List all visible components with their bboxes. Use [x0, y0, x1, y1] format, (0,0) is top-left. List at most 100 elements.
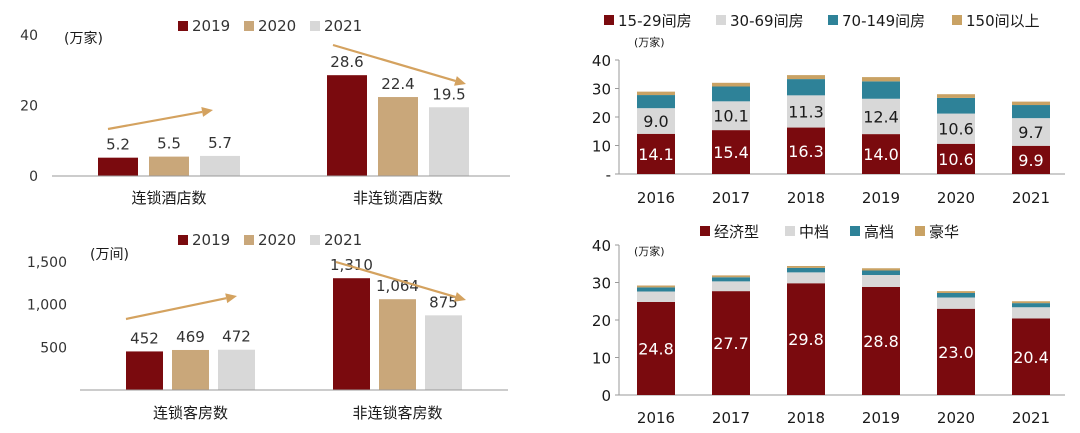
x-tick-label: 2020: [937, 409, 975, 427]
trend-arrow-head: [201, 107, 213, 117]
legend-swatch: [850, 226, 860, 236]
stack-segment: [712, 130, 750, 174]
data-label: 11.3: [788, 102, 824, 121]
stack-segment: [787, 272, 825, 284]
data-label: 15.4: [713, 143, 749, 162]
stack-segment: [862, 134, 900, 174]
stack-segment: [1012, 101, 1050, 106]
unit-label: (万家): [64, 30, 103, 47]
legend-label: 150间以上: [966, 12, 1040, 30]
x-tick-label: 2020: [937, 189, 975, 207]
x-tick-label: 2017: [712, 189, 750, 207]
stack-segment: [937, 291, 975, 293]
legend-label: 70-149间房: [842, 12, 925, 30]
chart-rooms: (万间) 500 1,000 1,500 2019 2020 2021 452 469 472 连锁…: [27, 231, 508, 422]
data-label: 27.7: [713, 334, 749, 353]
legend-label: 2021: [324, 231, 362, 249]
legend-label: 2019: [192, 231, 230, 249]
trend-arrow-shaft: [332, 43, 456, 82]
bar: [378, 97, 418, 176]
data-label: 28.8: [863, 332, 899, 351]
legend-swatch: [700, 226, 710, 236]
legend-swatch: [716, 15, 726, 25]
y-tick-label: -: [606, 166, 611, 184]
stack-segment: [937, 297, 975, 309]
legend-label: 高档: [864, 223, 894, 241]
x-tick-label: 2019: [862, 189, 900, 207]
legend-swatch: [178, 235, 188, 245]
data-label: 14.0: [863, 145, 899, 164]
trend-arrow: [107, 107, 213, 131]
bar: [379, 299, 416, 390]
chart-by_grade: 0 10 20 30 40 (万家) 经济型 中档 高档 豪华 24.8 2016 27.7 2017 29…: [592, 223, 1065, 427]
y-tick-label: 30: [592, 81, 611, 99]
unit-label: (万家): [634, 35, 665, 49]
data-label: 22.4: [381, 75, 414, 93]
legend-swatch: [244, 21, 254, 31]
data-label: 9.9: [1018, 151, 1043, 170]
stack-segment: [637, 108, 675, 134]
trend-arrow-head: [454, 292, 466, 302]
data-label: 28.6: [330, 53, 363, 71]
bar: [327, 75, 367, 176]
stack-segment: [787, 267, 825, 273]
y-tick-label: 10: [592, 350, 611, 368]
trend-arrow-head: [454, 76, 466, 86]
unit-label: (万家): [634, 244, 665, 258]
legend-swatch: [310, 21, 320, 31]
stack-segment: [1012, 118, 1050, 146]
stack-segment: [862, 287, 900, 395]
stack-segment: [787, 95, 825, 128]
stack-segment: [787, 79, 825, 96]
y-tick-label: 40: [592, 237, 611, 255]
x-tick-label: 2016: [637, 189, 675, 207]
stack-segment: [712, 86, 750, 102]
legend-label: 豪华: [929, 223, 959, 241]
stack-segment: [937, 113, 975, 144]
data-label: 5.5: [157, 135, 181, 153]
y-tick-label: 0: [29, 169, 38, 185]
stack-segment: [937, 293, 975, 298]
legend-swatch: [310, 235, 320, 245]
y-tick-label: 20: [592, 109, 611, 127]
category-label: 非连锁客房数: [352, 404, 442, 422]
bar: [429, 107, 469, 176]
stack-segment: [862, 98, 900, 135]
y-tick-label: 0: [601, 387, 611, 405]
stack-segment: [637, 91, 675, 96]
legend-label: 中档: [799, 223, 829, 241]
legend-swatch: [828, 15, 838, 25]
y-tick-label: 500: [40, 340, 67, 356]
stack-segment: [937, 97, 975, 114]
data-label: 5.2: [106, 136, 130, 154]
stack-segment: [712, 275, 750, 278]
stack-segment: [712, 281, 750, 292]
data-label: 29.8: [788, 330, 824, 349]
stack-segment: [937, 94, 975, 98]
stack-segment: [637, 285, 675, 288]
data-label: 9.7: [1018, 123, 1043, 142]
legend-label: 15-29间房: [618, 12, 692, 30]
data-label: 5.7: [208, 134, 232, 152]
stack-segment: [1012, 145, 1050, 174]
unit-label: (万间): [90, 247, 129, 263]
stack-segment: [937, 308, 975, 395]
y-tick-label: 30: [592, 275, 611, 293]
data-label: 875: [429, 293, 458, 311]
legend-swatch: [785, 226, 795, 236]
bar: [126, 351, 163, 390]
stack-segment: [787, 75, 825, 80]
data-label: 472: [222, 328, 251, 346]
stack-segment: [712, 82, 750, 87]
data-label: 9.0: [643, 112, 668, 131]
trend-arrow-shaft: [107, 110, 203, 131]
data-label: 20.4: [1013, 348, 1049, 367]
stack-segment: [712, 101, 750, 131]
y-tick-label: 40: [592, 52, 611, 70]
stack-segment: [712, 277, 750, 282]
bar: [425, 315, 462, 390]
bar: [98, 157, 138, 176]
stack-segment: [637, 287, 675, 292]
stack-segment: [862, 81, 900, 99]
